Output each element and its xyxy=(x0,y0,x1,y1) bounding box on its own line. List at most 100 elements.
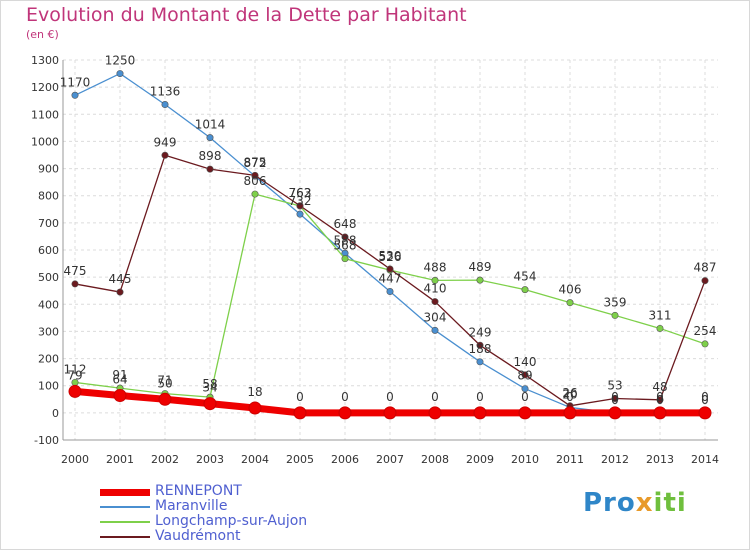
x-tick-label: 2009 xyxy=(466,453,494,466)
data-point xyxy=(701,340,709,348)
data-label: 0 xyxy=(296,390,304,404)
data-point xyxy=(338,406,352,420)
data-label: 1136 xyxy=(150,85,181,99)
data-label: 0 xyxy=(701,390,709,404)
data-label: 588 xyxy=(334,233,357,247)
x-tick-label: 2014 xyxy=(691,453,719,466)
data-label: 530 xyxy=(379,249,402,263)
data-label: 0 xyxy=(656,393,664,407)
data-label: 0 xyxy=(611,390,619,404)
data-label: 0 xyxy=(566,390,574,404)
x-tick-label: 2007 xyxy=(376,453,404,466)
data-point xyxy=(251,190,259,198)
data-label: 89 xyxy=(517,369,532,383)
data-point xyxy=(653,406,667,420)
y-tick-label: 800 xyxy=(38,190,59,203)
data-point xyxy=(341,255,349,263)
data-label: 1250 xyxy=(105,54,136,68)
data-point xyxy=(248,401,262,415)
x-tick-label: 2012 xyxy=(601,453,629,466)
data-point xyxy=(386,288,394,296)
data-point xyxy=(158,392,172,406)
x-tick-label: 2002 xyxy=(151,453,179,466)
data-point xyxy=(476,276,484,284)
data-point xyxy=(608,406,622,420)
data-point xyxy=(656,396,664,404)
data-label: 112 xyxy=(64,362,87,376)
data-label: 254 xyxy=(694,324,717,338)
data-point xyxy=(563,406,577,420)
data-point xyxy=(521,385,529,393)
data-label: 249 xyxy=(469,325,492,339)
y-tick-label: 1100 xyxy=(31,108,59,121)
legend-label: Longchamp-sur-Aujon xyxy=(155,513,308,529)
data-label: 898 xyxy=(199,149,222,163)
legend-swatch xyxy=(100,506,150,508)
x-tick-label: 2000 xyxy=(61,453,89,466)
data-label: 0 xyxy=(386,390,394,404)
data-point xyxy=(71,91,79,99)
x-tick-label: 2005 xyxy=(286,453,314,466)
data-label: 447 xyxy=(379,272,402,286)
data-point xyxy=(116,70,124,78)
data-label: 732 xyxy=(289,194,312,208)
data-point xyxy=(473,406,487,420)
data-point xyxy=(206,134,214,142)
data-point xyxy=(113,388,127,402)
y-tick-label: 200 xyxy=(38,353,59,366)
data-label: 488 xyxy=(424,260,447,274)
x-tick-label: 2011 xyxy=(556,453,584,466)
y-tick-label: 600 xyxy=(38,244,59,257)
data-label: 454 xyxy=(514,270,537,284)
legend-label: Maranville xyxy=(155,498,228,514)
data-point xyxy=(341,233,349,241)
legend-label: RENNEPONT xyxy=(155,483,242,499)
data-point xyxy=(521,286,529,294)
data-point xyxy=(431,276,439,284)
data-label: 806 xyxy=(244,174,267,188)
data-point xyxy=(251,171,259,179)
data-point xyxy=(611,394,619,402)
data-point xyxy=(476,358,484,366)
data-label: 0 xyxy=(341,390,349,404)
y-tick-label: 500 xyxy=(38,271,59,284)
y-tick-label: 900 xyxy=(38,163,59,176)
data-label: 91 xyxy=(112,368,127,382)
x-tick-label: 2003 xyxy=(196,453,224,466)
data-label: 568 xyxy=(334,239,357,253)
data-label: 71 xyxy=(157,374,172,388)
y-tick-label: 1000 xyxy=(31,135,59,148)
data-point xyxy=(431,298,439,306)
data-label: 50 xyxy=(157,376,172,390)
data-label: 53 xyxy=(607,378,622,392)
data-point xyxy=(521,371,529,379)
data-label: 0 xyxy=(521,390,529,404)
data-label: 445 xyxy=(109,272,132,286)
data-label: 58 xyxy=(202,377,217,391)
data-label: 875 xyxy=(244,155,267,169)
y-tick-label: 0 xyxy=(52,407,59,420)
data-point xyxy=(566,299,574,307)
data-label: 18 xyxy=(247,385,262,399)
data-label: 304 xyxy=(424,310,447,324)
y-tick-label: 700 xyxy=(38,217,59,230)
y-tick-label: 100 xyxy=(38,380,59,393)
y-tick-label: -100 xyxy=(34,434,59,447)
proxiti-logo: Proxiti xyxy=(583,488,687,518)
x-tick-label: 2008 xyxy=(421,453,449,466)
data-label: 406 xyxy=(559,283,582,297)
data-point xyxy=(611,311,619,319)
data-label: 0 xyxy=(701,393,709,407)
y-tick-label: 1300 xyxy=(31,54,59,67)
data-label: 64 xyxy=(112,372,127,386)
data-label: 0 xyxy=(476,390,484,404)
data-point xyxy=(386,265,394,273)
data-label: 1014 xyxy=(195,118,226,132)
y-tick-label: 400 xyxy=(38,298,59,311)
data-point xyxy=(656,324,664,332)
data-point xyxy=(161,101,169,109)
data-label: 475 xyxy=(64,264,87,278)
data-point xyxy=(296,210,304,218)
data-point xyxy=(71,280,79,288)
legend-label: Vaudrémont xyxy=(155,528,241,544)
